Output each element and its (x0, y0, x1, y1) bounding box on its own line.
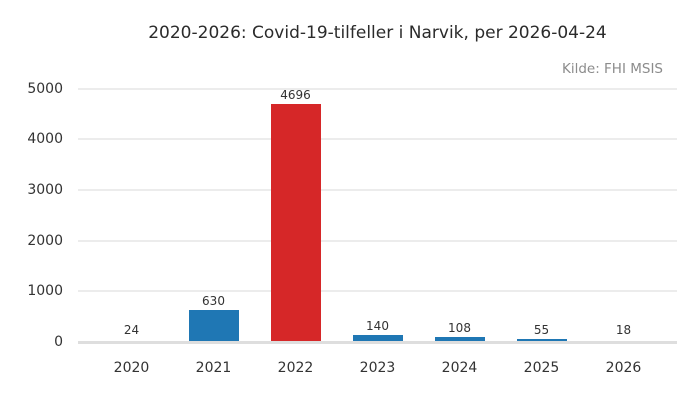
gridline (78, 87, 677, 90)
gridline (78, 239, 677, 242)
chart-title: 2020-2026: Covid-19-tilfeller i Narvik, … (148, 23, 607, 43)
x-axis-line (78, 341, 677, 344)
y-tick-label: 3000 (27, 181, 63, 198)
gridline (78, 138, 677, 141)
value-label: 140 (366, 318, 389, 333)
x-tick-label: 2026 (605, 360, 642, 376)
x-tick-label: 2025 (523, 360, 560, 376)
x-tick-label: 2024 (441, 360, 478, 376)
bar-2023 (352, 334, 403, 342)
y-tick-label: 5000 (27, 80, 63, 97)
y-tick-label: 2000 (27, 232, 63, 249)
y-tick-label: 0 (54, 334, 63, 350)
source-annotation: Kilde: FHI MSIS (561, 61, 663, 77)
x-tick-label: 2023 (359, 360, 396, 376)
x-tick-label: 2020 (113, 360, 150, 376)
bar-2021 (188, 310, 239, 342)
y-tick-label: 4000 (27, 131, 63, 148)
y-tick-label: 1000 (27, 283, 63, 300)
value-label: 55 (533, 323, 550, 337)
value-label: 24 (123, 323, 140, 337)
bar-2025 (516, 339, 567, 342)
gridline (78, 188, 677, 191)
value-label: 108 (448, 320, 471, 335)
bar-2024 (434, 336, 485, 342)
gridline (78, 290, 677, 293)
x-tick-label: 2022 (277, 360, 314, 376)
value-label: 18 (615, 323, 632, 337)
value-label: 4696 (280, 87, 311, 102)
x-tick-label: 2021 (195, 360, 232, 376)
bar-2022 (270, 103, 321, 342)
value-label: 630 (202, 294, 225, 309)
